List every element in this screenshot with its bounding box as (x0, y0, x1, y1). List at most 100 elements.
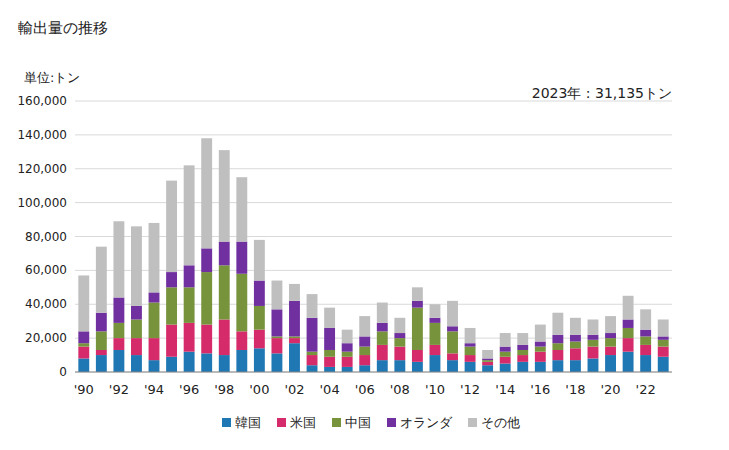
bar (149, 360, 160, 372)
bar (623, 352, 634, 372)
bar (517, 345, 528, 350)
bar (166, 181, 177, 272)
bar (359, 347, 370, 355)
x-tick-label: '90 (74, 382, 94, 397)
bar (570, 318, 581, 335)
bar (447, 353, 458, 360)
bar (78, 343, 89, 346)
bar (96, 313, 107, 332)
bar (271, 281, 282, 310)
bar (201, 248, 212, 272)
bar (535, 362, 546, 372)
bar (236, 350, 247, 372)
bar (236, 331, 247, 350)
bar (658, 340, 669, 347)
bar (254, 348, 265, 372)
bar (324, 328, 335, 350)
bar (377, 303, 388, 323)
bar (623, 296, 634, 320)
bar (588, 319, 599, 334)
bar (342, 330, 353, 344)
bar (623, 338, 634, 352)
bar (219, 150, 230, 241)
bar (113, 297, 124, 322)
bar (640, 309, 651, 329)
y-tick-label: 140,000 (17, 128, 67, 142)
bar (377, 360, 388, 372)
bar (359, 365, 370, 372)
bar (570, 348, 581, 360)
bar (149, 303, 160, 339)
x-tick-label: '12 (460, 382, 480, 397)
bar (149, 292, 160, 302)
bar (166, 272, 177, 287)
bar (588, 358, 599, 372)
bar (307, 352, 318, 355)
bar (500, 347, 511, 352)
bar (201, 353, 212, 372)
bar (307, 318, 318, 352)
x-tick-label: '94 (144, 382, 164, 397)
annotation: 2023年 : 31,135トン (532, 85, 672, 101)
bar (447, 331, 458, 353)
bar (500, 357, 511, 364)
bar (605, 338, 616, 346)
grid-line (75, 270, 672, 271)
bar (254, 306, 265, 330)
bar (78, 347, 89, 359)
bar (394, 360, 405, 372)
bar (149, 223, 160, 292)
bar (219, 355, 230, 372)
bar (500, 352, 511, 357)
bar (166, 325, 177, 357)
bar (342, 343, 353, 351)
bar (430, 345, 441, 355)
legend-label: 韓国 (235, 415, 261, 430)
bar (412, 287, 423, 301)
bar (166, 357, 177, 372)
bar (289, 336, 300, 338)
bar (342, 352, 353, 357)
bar (359, 316, 370, 336)
bar (447, 301, 458, 326)
y-tick-label: 60,000 (25, 263, 67, 277)
bar (552, 313, 563, 335)
bar (236, 274, 247, 332)
bar (465, 328, 476, 343)
bar (254, 240, 265, 281)
bar (289, 343, 300, 372)
bar (96, 355, 107, 372)
bar (324, 308, 335, 328)
bar (605, 355, 616, 372)
bar (307, 365, 318, 372)
bar (271, 338, 282, 353)
bar (184, 265, 195, 287)
bar (96, 350, 107, 355)
bar (377, 331, 388, 345)
bar (552, 350, 563, 360)
bar (552, 335, 563, 343)
bar (465, 343, 476, 346)
bar (412, 362, 423, 372)
bar (201, 138, 212, 248)
bar (552, 360, 563, 372)
bar (623, 328, 634, 338)
x-tick-label: '02 (284, 382, 304, 397)
bar (482, 350, 493, 358)
x-tick-label: '22 (636, 382, 656, 397)
bar (113, 350, 124, 372)
bar (412, 350, 423, 362)
legend-label: その他 (481, 415, 520, 430)
bar (377, 345, 388, 360)
bar (271, 336, 282, 338)
bar (482, 365, 493, 372)
bar (412, 308, 423, 350)
bar (394, 347, 405, 361)
bar (482, 360, 493, 362)
bar (149, 338, 160, 360)
legend-label: 中国 (345, 415, 371, 430)
bar (430, 318, 441, 323)
bar (324, 357, 335, 367)
x-tick-label: '98 (214, 382, 234, 397)
grid-line (75, 372, 672, 373)
